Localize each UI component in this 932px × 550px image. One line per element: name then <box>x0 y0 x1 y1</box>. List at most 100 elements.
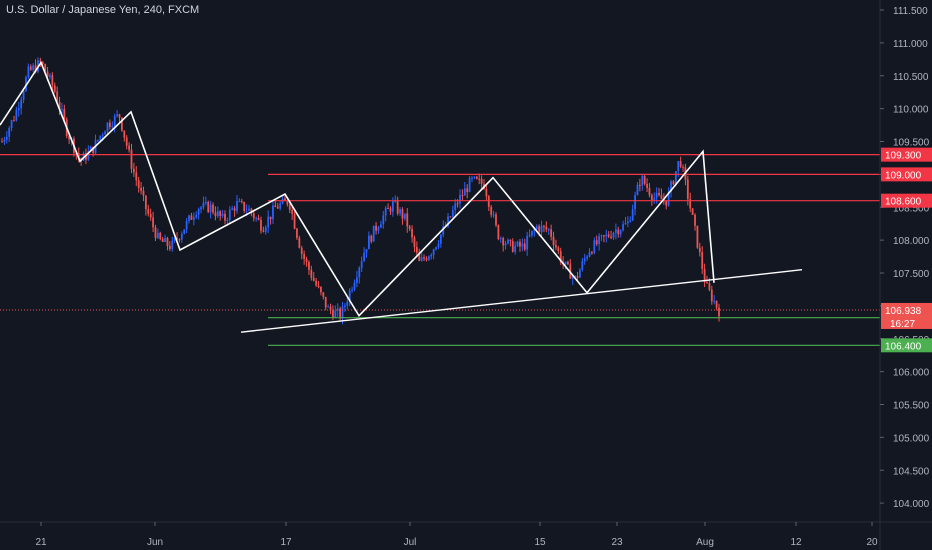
candle-body <box>667 191 670 206</box>
candle-body <box>415 246 418 253</box>
candle-body <box>442 226 445 235</box>
candle-body <box>327 306 330 308</box>
candle-body <box>56 91 59 102</box>
candle-body <box>293 213 296 229</box>
candle-body <box>77 153 80 159</box>
time-tick-label: Aug <box>696 537 714 548</box>
candle-body <box>519 241 521 247</box>
trend-line[interactable] <box>240 269 803 333</box>
candle-body <box>209 204 212 213</box>
candle-body <box>8 128 11 137</box>
candle-body <box>547 229 550 231</box>
candle-body <box>118 114 121 118</box>
candle-body <box>598 236 601 245</box>
candle-body <box>511 241 514 252</box>
candle-body <box>516 241 519 246</box>
candle-body <box>413 237 416 247</box>
candle-body <box>257 217 260 220</box>
candle-body <box>382 215 385 225</box>
candle-body <box>531 230 533 236</box>
candle-body <box>595 240 598 245</box>
candle-body <box>260 219 262 231</box>
candle-body <box>120 117 123 131</box>
candle-body <box>617 229 620 235</box>
candle-body <box>636 184 639 196</box>
candle-body <box>329 306 332 311</box>
countdown-tag <box>881 316 932 329</box>
candle-body <box>156 232 159 238</box>
candle-body <box>334 310 337 318</box>
candle-body <box>46 71 49 77</box>
candle-body <box>168 245 171 250</box>
candle-body <box>123 130 126 138</box>
candle-body <box>236 201 238 211</box>
candle-body <box>176 237 178 240</box>
price-tick-label: 111.000 <box>893 39 928 50</box>
candle-body <box>190 215 193 220</box>
price-tick-label: 109.500 <box>893 138 930 149</box>
candle-body <box>320 286 322 293</box>
candle-body <box>336 308 339 311</box>
candle-body <box>262 230 265 232</box>
candle-body <box>387 207 389 209</box>
candle-body <box>15 110 18 121</box>
candle-body <box>228 209 231 221</box>
candle-body <box>437 243 440 248</box>
candle-body <box>135 172 138 181</box>
pattern-drawings[interactable] <box>0 60 803 333</box>
candle-body <box>559 251 562 263</box>
candle-body <box>403 213 406 219</box>
candle-body <box>461 195 464 197</box>
price-tick-label: 108.000 <box>893 236 930 247</box>
price-labels: 109.300109.000108.600106.820106.400106.9… <box>881 147 932 353</box>
candle-body <box>22 90 25 100</box>
candle-body <box>49 75 51 77</box>
candle-body <box>641 176 644 186</box>
candle-body <box>579 269 581 278</box>
candle-body <box>655 192 658 198</box>
candle-body <box>540 225 543 232</box>
candle-body <box>552 236 555 246</box>
candle-body <box>576 275 579 278</box>
candle-body <box>104 131 107 135</box>
candle-body <box>351 289 354 291</box>
candle-body <box>298 237 301 248</box>
candle-body <box>353 282 356 290</box>
candle-body <box>427 256 430 260</box>
candle-body <box>629 220 632 222</box>
candle-body <box>214 212 217 217</box>
candle-body <box>471 177 473 179</box>
candle-body <box>344 305 346 307</box>
candle-body <box>202 202 205 208</box>
candle-body <box>240 201 243 203</box>
candle-body <box>63 108 66 120</box>
candle-body <box>713 300 716 302</box>
candle-body <box>140 187 142 191</box>
candle-body <box>674 171 677 185</box>
candle-body <box>152 217 154 228</box>
candle-body <box>216 211 219 217</box>
candle-body <box>250 208 253 214</box>
candle-body <box>322 292 325 297</box>
candle-body <box>643 176 646 185</box>
candle-body <box>406 213 409 227</box>
candle-body <box>602 235 605 237</box>
price-tick-label: 110.500 <box>893 72 929 83</box>
time-axis[interactable]: 21 Jun 17 Jul 15 23 Aug 12 20 <box>0 521 932 548</box>
resistance-level-tag-text: 109.300 <box>885 151 922 162</box>
candle-body <box>492 214 495 216</box>
candle-body <box>284 198 286 201</box>
candle-body <box>200 207 202 210</box>
candle-body <box>272 205 274 220</box>
candle-body <box>557 247 560 252</box>
candle-body <box>718 307 720 317</box>
countdown-tag-text: 16:27 <box>890 319 915 330</box>
zigzag-pattern-line[interactable] <box>0 60 715 318</box>
candles <box>1 57 720 325</box>
candle-body <box>310 269 313 278</box>
candle-body <box>245 210 248 212</box>
candle-body <box>178 239 181 241</box>
candle-body <box>147 209 150 214</box>
candle-body <box>509 239 512 242</box>
